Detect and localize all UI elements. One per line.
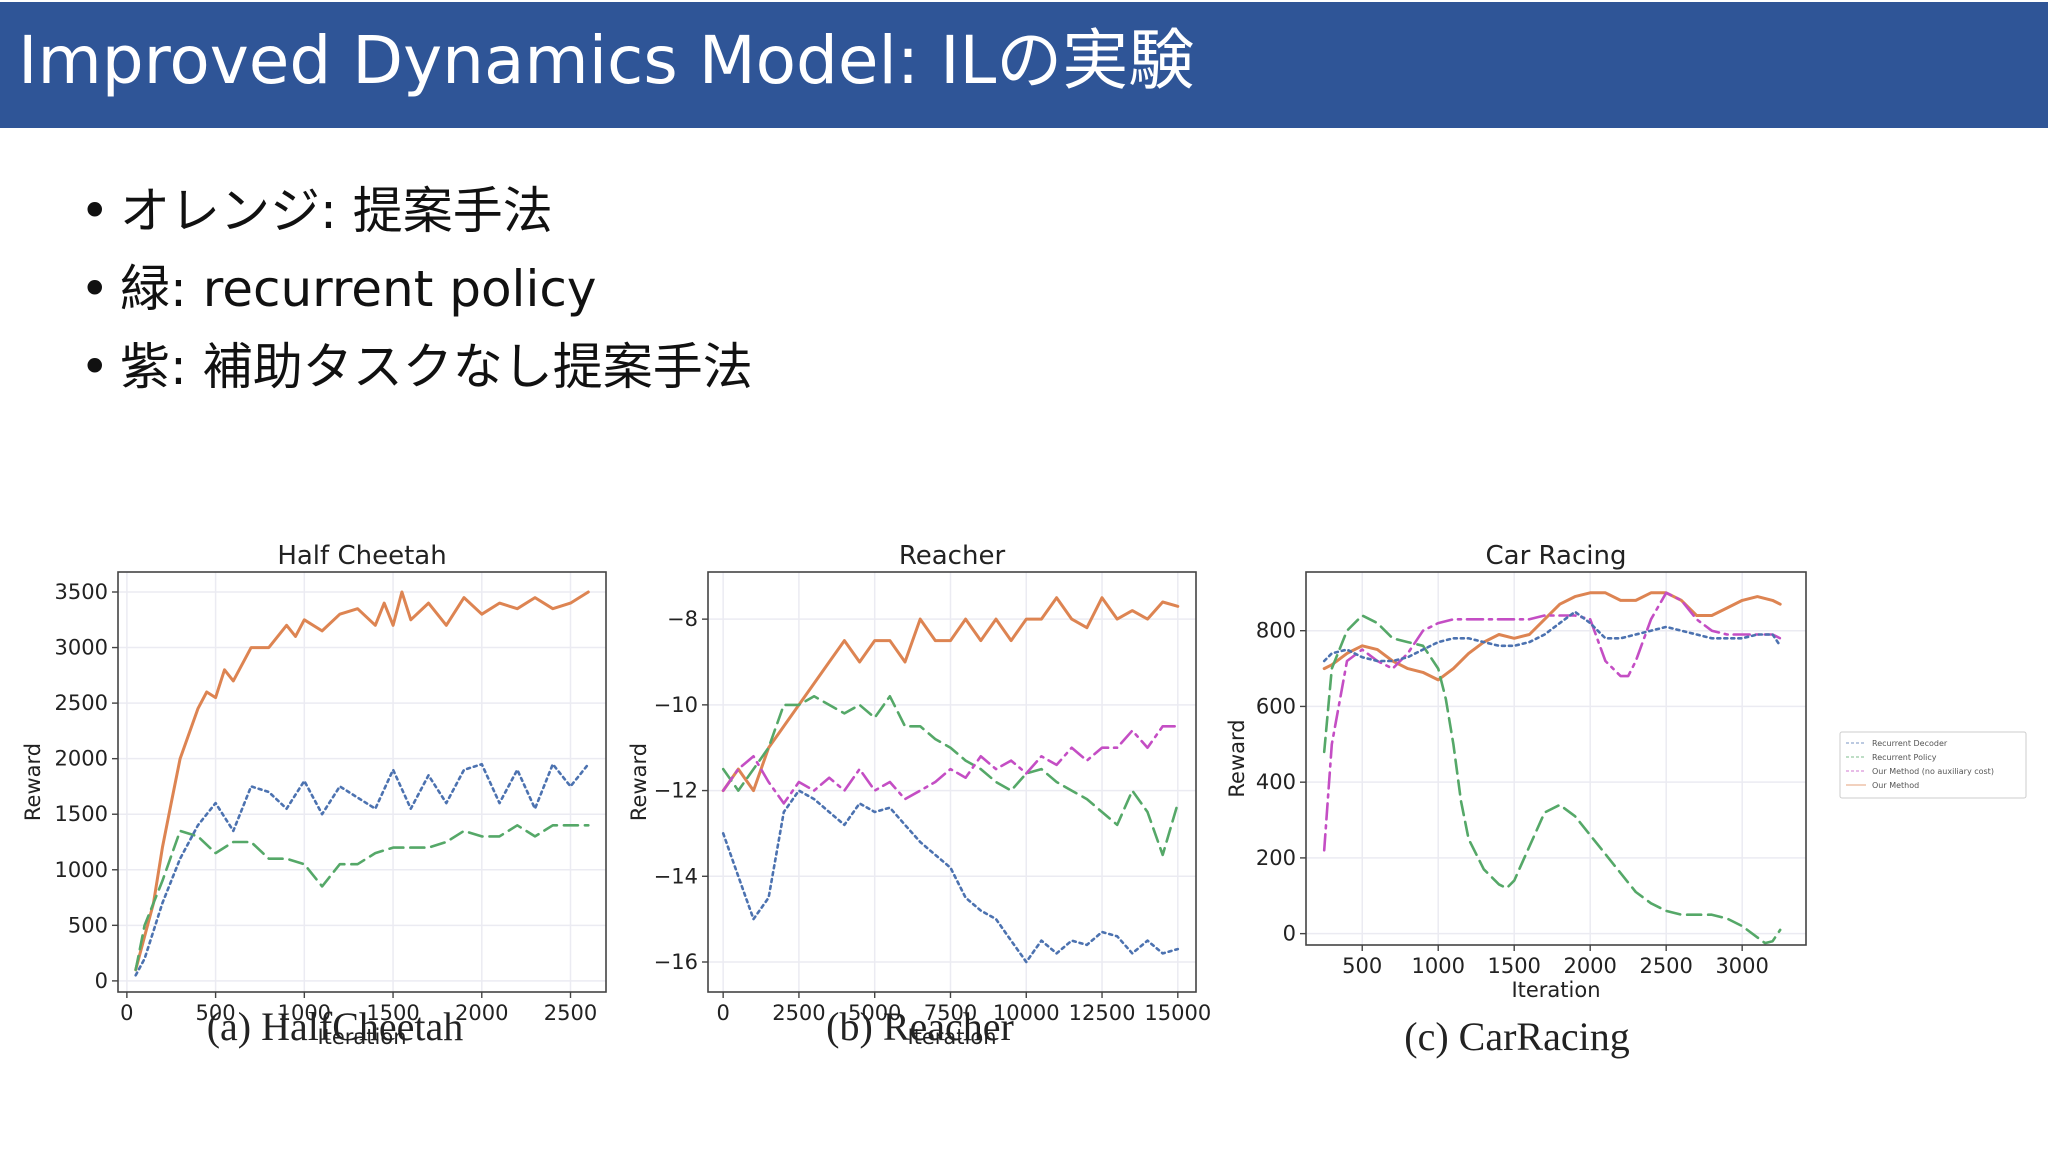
legend-box [1839, 731, 2027, 799]
x-tick-label: 2500 [544, 1001, 597, 1025]
y-tick-label: 500 [68, 913, 108, 937]
figure-charts: 0 500 1000 1500 2000 250005001000150020002500… [21, 541, 2027, 1059]
y-tick-label: 2500 [55, 691, 108, 715]
y-tick-label: −16 [654, 950, 698, 974]
x-tick-label: 2500 [772, 1001, 825, 1025]
y-tick-label: 2000 [55, 747, 108, 771]
y-tick-label: −8 [667, 607, 698, 631]
series-line-orange [134, 590, 590, 972]
y-tick-label: 0 [1283, 922, 1296, 946]
chart-caption: (a) HalfCheetah [207, 1004, 464, 1049]
x-tick-label: 2000 [1563, 954, 1616, 978]
bullet-text: 紫: 補助タスクなし提案手法 [120, 338, 753, 396]
y-tick-label: −12 [654, 779, 698, 803]
series-line-purple [721, 725, 1180, 805]
bullet-marker: • [80, 260, 110, 318]
x-tick-label: 2000 [455, 1001, 508, 1025]
bullet-text: 緑: recurrent policy [120, 260, 597, 318]
chart-title: Half Cheetah [277, 541, 446, 571]
chart-1: 0 2500 5000 7500 10000 12500 15000 −16 −14 −12 −10… [627, 541, 1211, 1049]
x-axis-label: Iteration [317, 1025, 406, 1049]
series-line-purple [1322, 591, 1782, 852]
series-line-blue [1322, 610, 1782, 663]
series-line-green [134, 823, 590, 972]
bullet-marker: • [80, 338, 110, 396]
series-line-orange [1322, 591, 1782, 682]
series-line-green [1322, 614, 1782, 945]
chart-legend: Recurrent Decoder Recurrent Policy Our Met… [1839, 731, 2027, 799]
y-tick-label: 0 [95, 969, 108, 993]
slide-title: Improved Dynamics Model: ILの実験 [18, 22, 1195, 99]
bullet-item-orange: • オレンジ: 提案手法 [80, 172, 1180, 250]
x-tick-label: 1000 [278, 1001, 331, 1025]
x-tick-label: 1000 [1411, 954, 1464, 978]
title-bar: Improved Dynamics Model: ILの実験 [0, 0, 2048, 128]
series-line-green [721, 695, 1180, 857]
x-axis-label: Iteration [907, 1025, 996, 1049]
y-tick-label: 400 [1256, 770, 1296, 794]
y-tick-label: −10 [654, 693, 698, 717]
x-tick-label: 0 [120, 1001, 133, 1025]
x-tick-label: 1500 [1487, 954, 1540, 978]
x-tick-label: 15000 [1144, 1001, 1211, 1025]
chart-caption: (c) CarRacing [1404, 1014, 1629, 1059]
x-tick-label: 5000 [848, 1001, 901, 1025]
chart-0: 0 500 1000 1500 2000 2500 0 500 1000 1500 2000 2500… [21, 541, 607, 1049]
x-tick-label: 500 [196, 1001, 236, 1025]
plot-frame [1305, 571, 1807, 946]
bullet-item-green: • 緑: recurrent policy [80, 250, 1180, 328]
plot-frame [707, 571, 1197, 993]
y-tick-label: 1000 [55, 858, 108, 882]
x-tick-label: 7500 [924, 1001, 977, 1025]
y-tick-label: 3000 [55, 636, 108, 660]
plot-area [118, 572, 606, 992]
bullet-item-purple: • 紫: 補助タスクなし提案手法 [80, 328, 1180, 406]
x-tick-label: 10000 [993, 1001, 1060, 1025]
y-axis-label: Reward [627, 743, 651, 821]
x-tick-label: 0 [716, 1001, 729, 1025]
x-tick-label: 12500 [1069, 1001, 1136, 1025]
y-tick-label: 1500 [55, 802, 108, 826]
chart-title: Car Racing [1486, 541, 1627, 571]
bullet-list: • オレンジ: 提案手法 • 緑: recurrent policy • 紫: 補助タ… [80, 172, 1180, 406]
plot-frame [117, 571, 607, 993]
y-tick-label: 3500 [55, 580, 108, 604]
chart-2: 500 1000 1500 2000 2500 3000 0 200 400 600 800 Car … [1225, 541, 1807, 1059]
series-line-blue [134, 762, 590, 977]
x-tick-label: 2500 [1639, 954, 1692, 978]
legend-label: Our Method (no auxiliary cost) [1872, 767, 1994, 776]
y-tick-label: 600 [1256, 694, 1296, 718]
y-tick-label: 200 [1256, 846, 1296, 870]
x-tick-label: 3000 [1715, 954, 1768, 978]
x-tick-label: 1500 [366, 1001, 419, 1025]
x-tick-label: 500 [1342, 954, 1382, 978]
series-line-blue [721, 789, 1180, 964]
bullet-marker: • [80, 182, 110, 240]
x-axis-label: Iteration [1511, 978, 1600, 1002]
y-axis-label: Reward [21, 743, 45, 821]
bullet-text: オレンジ: 提案手法 [120, 182, 553, 240]
legend-label: Recurrent Policy [1872, 753, 1937, 762]
y-tick-label: 800 [1256, 619, 1296, 643]
y-tick-label: −14 [654, 864, 698, 888]
y-axis-label: Reward [1225, 719, 1249, 797]
legend-label: Recurrent Decoder [1872, 739, 1948, 748]
chart-caption: (b) Reacher [826, 1004, 1014, 1049]
plot-area [708, 572, 1196, 992]
chart-title: Reacher [899, 541, 1006, 571]
legend-label: Our Method [1872, 781, 1919, 790]
